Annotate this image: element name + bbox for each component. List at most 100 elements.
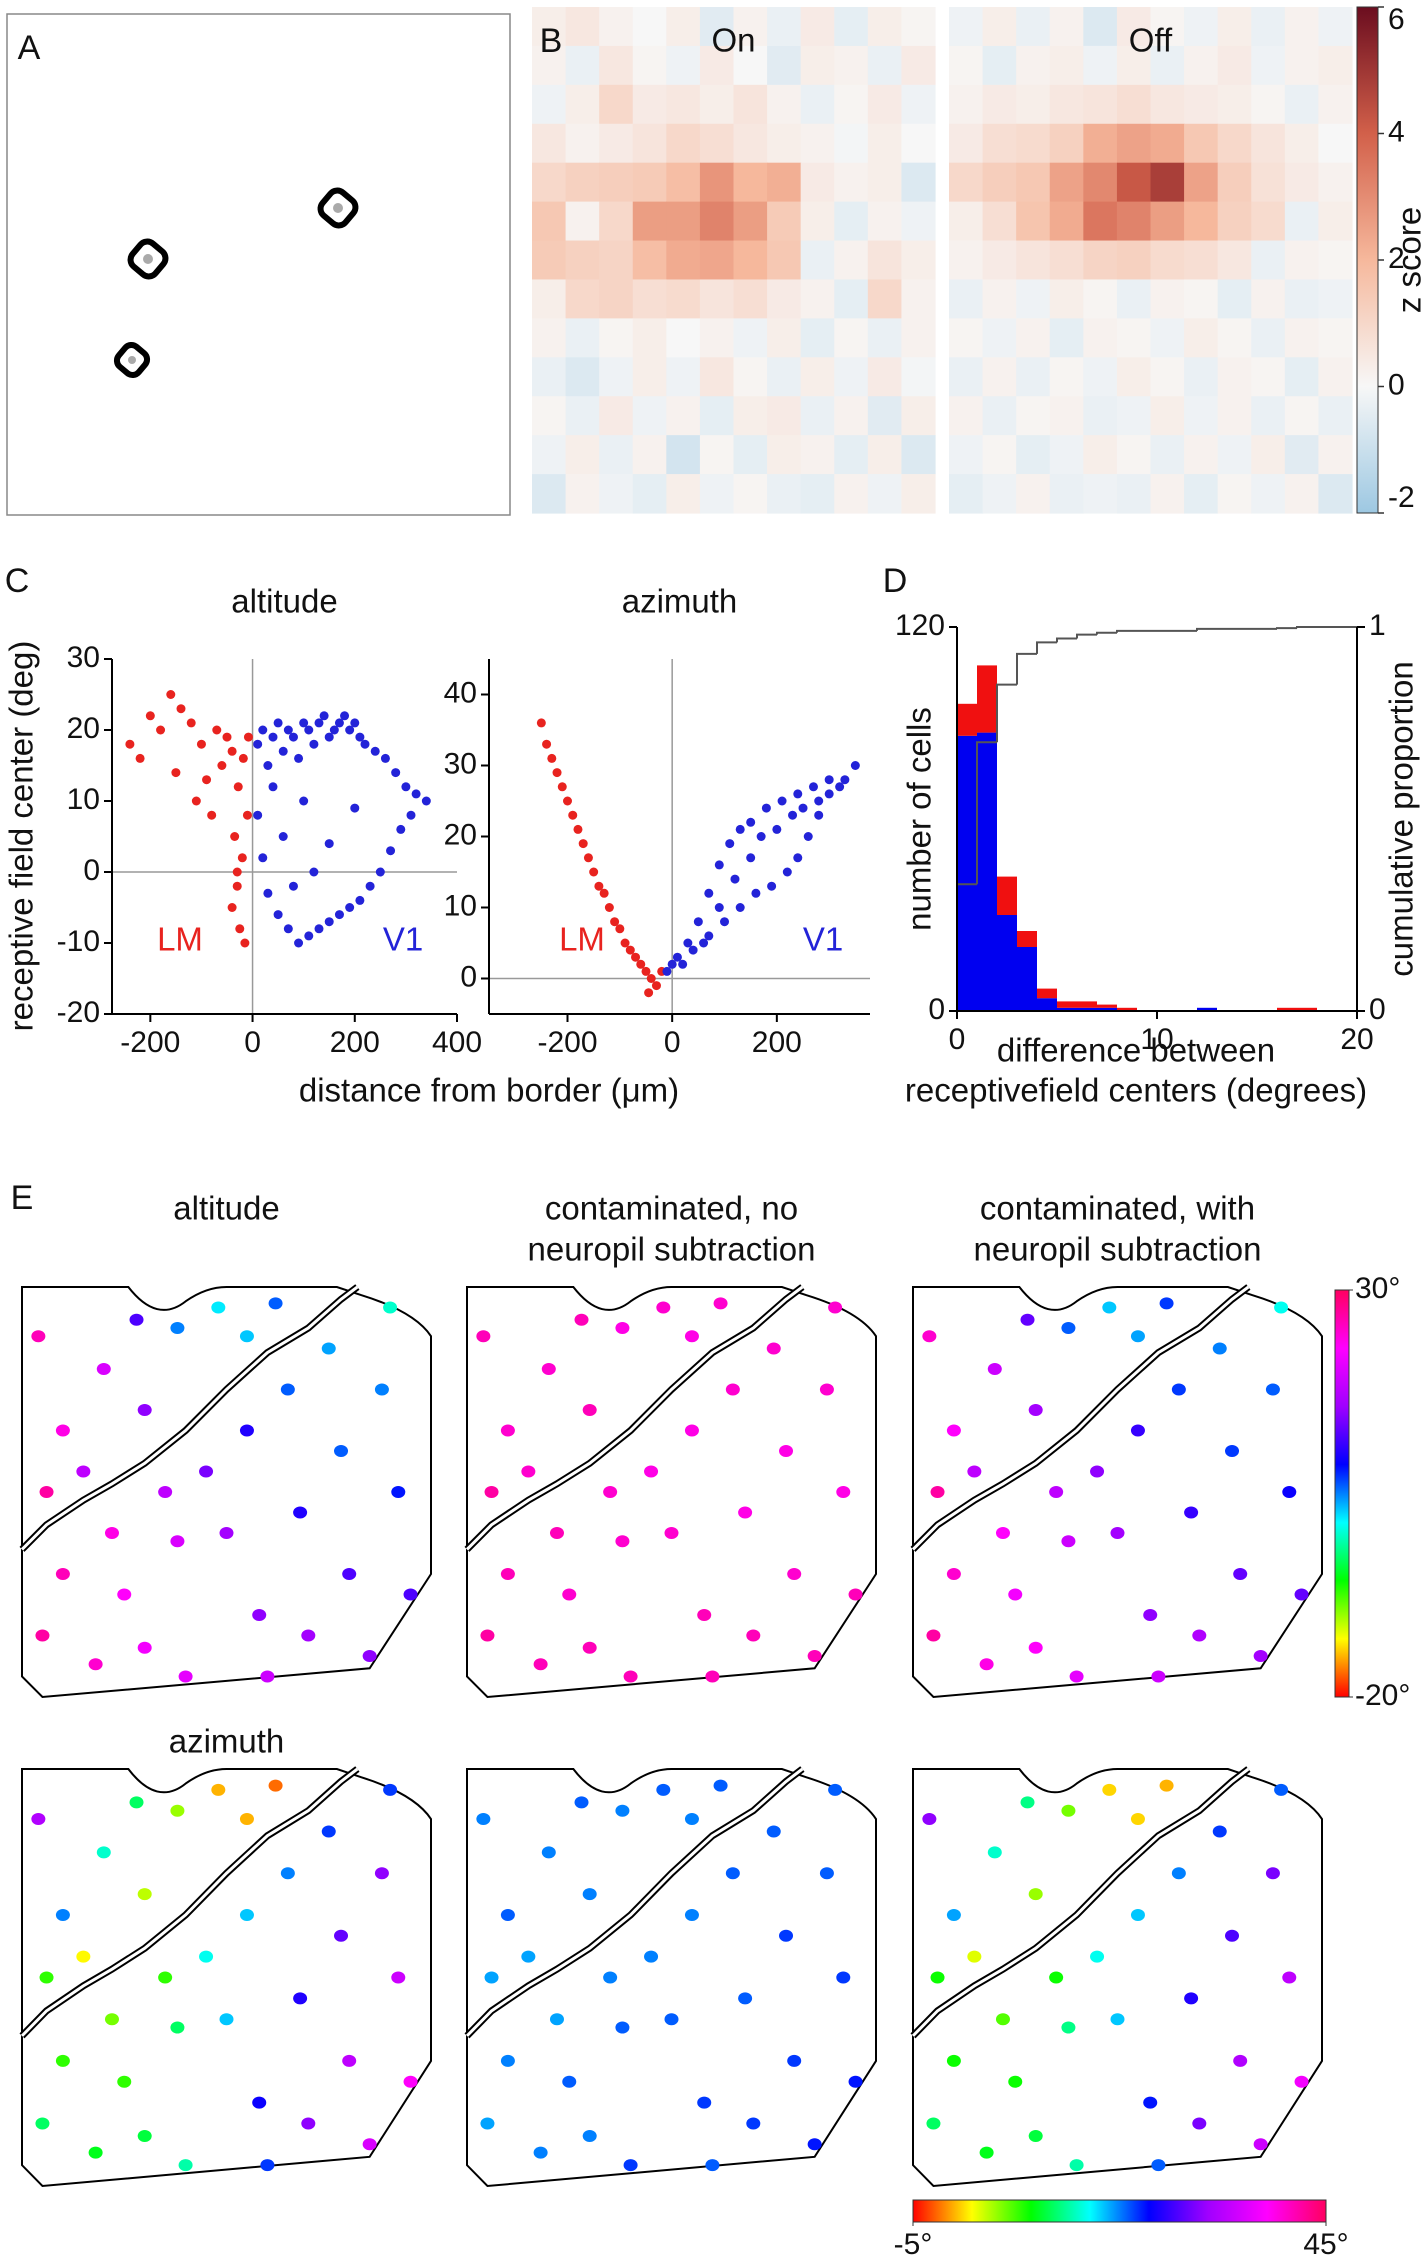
heatmap-cell <box>1049 45 1084 86</box>
heatmap-cell <box>733 435 768 475</box>
colorbar <box>912 2199 1327 2223</box>
scatter-point <box>253 810 263 820</box>
heatmap-cell <box>1016 123 1051 164</box>
scatter-point <box>227 746 237 756</box>
heatmap-cell <box>949 435 984 475</box>
cell <box>615 2021 630 2034</box>
heatmap-cell <box>532 396 567 436</box>
cell <box>541 1363 556 1375</box>
cell <box>1061 2021 1076 2034</box>
heatmap-cell <box>532 123 567 164</box>
heatmap-cell <box>666 162 701 203</box>
cell <box>1049 1486 1064 1498</box>
scatter-point <box>283 725 293 735</box>
heatmap-cell <box>1217 201 1252 242</box>
cell <box>574 1313 589 1326</box>
heatmap-cell <box>666 123 701 164</box>
cell <box>239 1330 254 1343</box>
heatmap-cell <box>800 435 835 475</box>
scatter-point <box>355 732 365 742</box>
heatmap-cell <box>699 474 735 514</box>
tick-label: -2 <box>1388 481 1415 514</box>
panel-label: B <box>540 22 563 60</box>
cell <box>500 1568 515 1580</box>
scatter-point <box>756 832 766 841</box>
heatmap-cell <box>834 7 869 47</box>
scatter-point <box>207 810 217 820</box>
cell <box>562 2075 577 2088</box>
heatmap-cell <box>1150 240 1185 281</box>
heatmap-cell <box>1083 7 1118 47</box>
cell <box>158 1486 173 1498</box>
scatter-point <box>782 867 792 877</box>
heatmap-cell <box>982 357 1017 397</box>
scatter-point <box>644 988 654 998</box>
chart-title: altitude <box>231 583 337 620</box>
heatmap-cell <box>532 201 567 242</box>
cumulative-step <box>1196 627 1217 631</box>
scatter-point <box>578 839 588 849</box>
heatmap-cell <box>800 201 835 242</box>
heatmap-cell <box>532 84 567 125</box>
cell <box>1233 2054 1248 2067</box>
heatmap-cell <box>666 474 701 514</box>
heatmap-cell <box>599 240 634 281</box>
scatter-point <box>835 782 845 792</box>
image-frame <box>6 13 511 516</box>
scatter-point <box>625 945 635 955</box>
histogram-bar <box>1117 1007 1137 1011</box>
scatter-point <box>294 753 304 763</box>
heatmap-cell <box>1318 201 1353 242</box>
roi-outline <box>317 187 359 229</box>
heatmap-cell <box>1318 396 1353 436</box>
cell <box>1143 2096 1158 2109</box>
heatmap-cell <box>1217 357 1252 397</box>
cell <box>1028 1888 1043 1901</box>
heatmap-cell <box>1318 240 1353 281</box>
tick-label: 30° <box>1355 1272 1400 1305</box>
tick-label: 0 <box>1388 368 1405 401</box>
heatmap-cell <box>1184 123 1219 164</box>
heatmap-cell <box>1083 240 1118 281</box>
heatmap-cell <box>733 474 768 514</box>
tick-label: -200 <box>537 1026 597 1059</box>
heatmap-cell <box>699 123 735 164</box>
scatter-point <box>319 711 329 721</box>
tick-label: 20 <box>1340 1023 1373 1056</box>
cumulative-step <box>1016 652 1037 685</box>
roi-center <box>333 203 343 213</box>
heatmap-cell <box>1284 84 1320 125</box>
cell <box>239 1908 254 1921</box>
cell <box>170 1322 185 1334</box>
cell <box>684 1330 699 1343</box>
heatmap-cell <box>1083 45 1118 86</box>
map-outline <box>21 1286 432 1699</box>
scatter-point <box>212 725 222 735</box>
cell <box>946 2054 961 2067</box>
cell <box>117 1588 132 1601</box>
map-outline <box>21 1768 432 2188</box>
scatter-point <box>411 789 421 799</box>
heatmap-cell <box>1217 318 1252 358</box>
scatter-point <box>720 917 730 927</box>
heatmap-cell <box>1016 279 1051 319</box>
heatmap-cell <box>666 201 701 242</box>
scatter-point <box>242 810 252 820</box>
cell <box>533 1658 548 1671</box>
cell <box>746 2117 761 2130</box>
heatmap-cell <box>1116 123 1152 164</box>
heatmap-cell <box>1284 240 1320 281</box>
heatmap-cell <box>867 279 903 319</box>
series-label: LM <box>559 921 605 958</box>
heatmap-cell <box>1318 45 1353 86</box>
cell <box>1151 1670 1166 1683</box>
scatter-point <box>396 824 406 834</box>
roi-center <box>143 254 153 264</box>
heatmap-cell <box>632 162 667 203</box>
heatmap-cell <box>599 123 634 164</box>
heatmap-cell <box>1284 279 1320 319</box>
scatter-point <box>641 966 651 976</box>
scatter-point <box>824 789 834 799</box>
heatmap-cell <box>834 318 869 358</box>
cell <box>137 1888 152 1901</box>
